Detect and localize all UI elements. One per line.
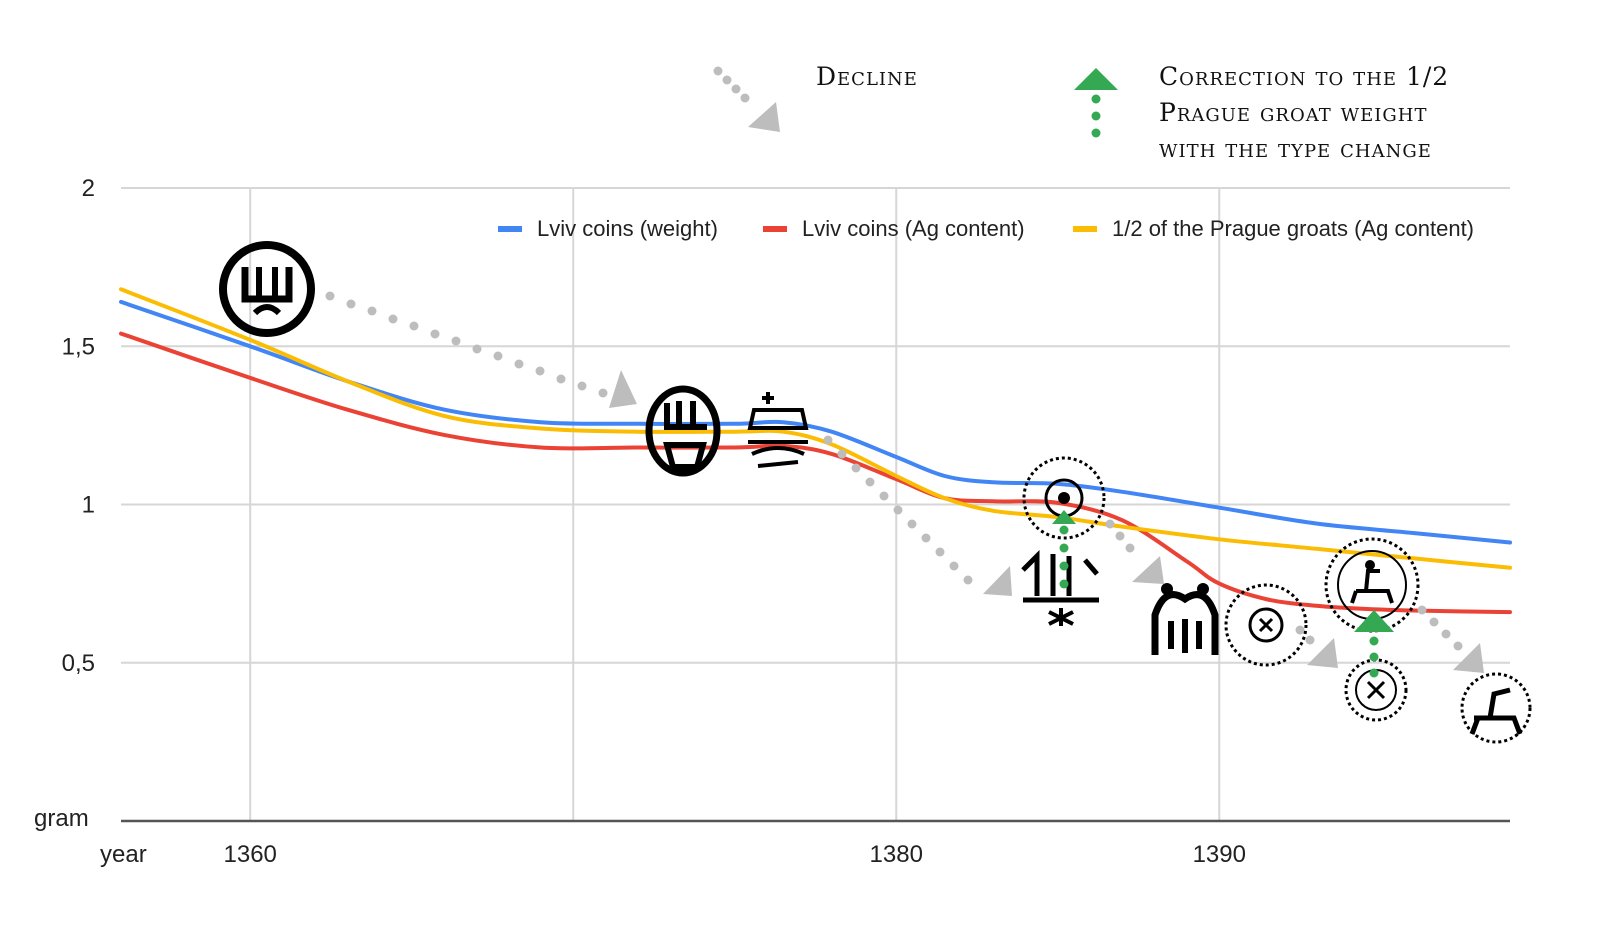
x-tick-label: 1360 [224, 841, 277, 868]
legend-label-prague: 1/2 of the Prague groats (Ag content) [1112, 216, 1474, 241]
series-line-1 [119, 299, 1512, 545]
decline-arrow-icon [1105, 519, 1164, 584]
decline-label: Decline [816, 62, 918, 91]
legend-swatch-ag [763, 226, 787, 232]
coin-icon [1224, 583, 1308, 667]
decline-key: Decline [713, 62, 918, 132]
correction-arrow-icon [1354, 610, 1394, 678]
coin-icon [219, 241, 315, 337]
decline-arrow-icon [713, 66, 780, 132]
legend-swatch-prague [1073, 226, 1097, 232]
coin-icon [1151, 583, 1219, 655]
legend-swatch-weight [498, 226, 522, 232]
correction-arrow-icon [1074, 68, 1118, 138]
coin-icon [747, 392, 809, 468]
correction-arrows [1052, 510, 1394, 678]
coin-icon [645, 385, 721, 477]
decline-arrow-icon [325, 291, 637, 408]
y-axis-label: gram [34, 805, 89, 832]
legend: Lviv coins (weight) Lviv coins (Ag conte… [498, 216, 1474, 241]
coin-icon [1460, 672, 1532, 744]
y-tick-label: 1,5 [62, 333, 95, 360]
decline-arrow-icon [1295, 625, 1338, 668]
x-tick-label: 1380 [870, 841, 923, 868]
legend-label-ag: Lviv coins (Ag content) [802, 216, 1025, 241]
series-lines [119, 287, 1512, 615]
y-tick-label: 0,5 [62, 650, 95, 677]
y-axis-ticks: 0,5 1 1,5 2 [62, 175, 95, 677]
y-tick-label: 1 [82, 492, 95, 519]
decline-arrows [325, 291, 1484, 673]
grid [121, 187, 1510, 821]
correction-label-line-1: Correction to the 1/2 [1159, 62, 1449, 91]
correction-label-line-2: Prague groat weight [1159, 98, 1428, 127]
correction-arrow-icon [1052, 510, 1076, 589]
x-axis-label: year [100, 841, 147, 868]
x-tick-label: 1390 [1193, 841, 1246, 868]
legend-label-weight: Lviv coins (weight) [537, 216, 718, 241]
decline-arrow-icon [823, 435, 1012, 596]
correction-label-line-3: with the type change [1159, 134, 1432, 163]
correction-key: Correction to the 1/2 Prague groat weigh… [1074, 62, 1449, 163]
series-line-3 [119, 287, 1512, 570]
x-axis-ticks: 1360 1380 1390 [224, 841, 1246, 868]
coin-icon [1021, 549, 1099, 626]
y-tick-label: 2 [82, 175, 95, 202]
coin-images [219, 241, 1532, 744]
decline-arrow-icon [1417, 605, 1484, 673]
